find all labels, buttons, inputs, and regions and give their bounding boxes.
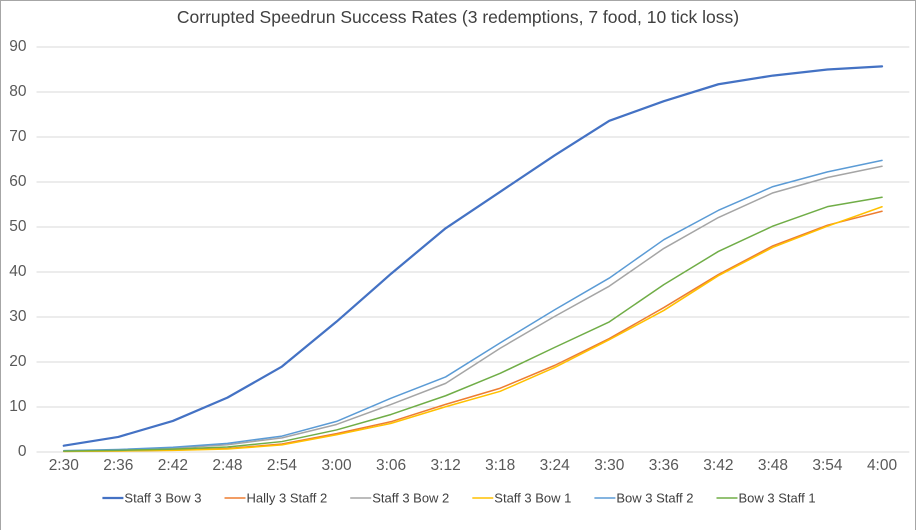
svg-text:Staff 3 Bow 2: Staff 3 Bow 2 [372, 491, 449, 506]
svg-text:3:24: 3:24 [540, 457, 571, 474]
svg-text:3:48: 3:48 [758, 457, 788, 474]
svg-text:2:48: 2:48 [212, 457, 242, 474]
svg-text:Bow 3 Staff 1: Bow 3 Staff 1 [738, 491, 815, 506]
svg-text:2:36: 2:36 [103, 457, 133, 474]
svg-text:10: 10 [9, 398, 27, 415]
svg-text:3:36: 3:36 [649, 457, 679, 474]
svg-text:3:06: 3:06 [376, 457, 406, 474]
svg-text:2:42: 2:42 [158, 457, 188, 474]
svg-text:2:54: 2:54 [267, 457, 298, 474]
svg-text:Staff 3 Bow 1: Staff 3 Bow 1 [494, 491, 571, 506]
svg-text:3:54: 3:54 [812, 457, 843, 474]
svg-text:3:12: 3:12 [431, 457, 461, 474]
svg-text:20: 20 [9, 353, 27, 370]
svg-text:60: 60 [9, 173, 27, 190]
svg-text:0: 0 [18, 443, 27, 460]
svg-text:3:42: 3:42 [703, 457, 733, 474]
svg-text:Bow 3 Staff 2: Bow 3 Staff 2 [616, 491, 693, 506]
svg-text:4:00: 4:00 [867, 457, 898, 474]
svg-text:2:30: 2:30 [49, 457, 80, 474]
svg-text:30: 30 [9, 308, 27, 325]
svg-text:3:00: 3:00 [321, 457, 352, 474]
svg-text:3:18: 3:18 [485, 457, 515, 474]
svg-text:40: 40 [9, 263, 27, 280]
svg-text:Hally 3 Staff 2: Hally 3 Staff 2 [247, 491, 328, 506]
svg-text:80: 80 [9, 83, 27, 100]
svg-text:90: 90 [9, 38, 27, 55]
svg-text:Staff 3 Bow 3: Staff 3 Bow 3 [124, 491, 201, 506]
svg-text:70: 70 [9, 128, 27, 145]
svg-text:3:30: 3:30 [594, 457, 625, 474]
svg-text:50: 50 [9, 218, 27, 235]
